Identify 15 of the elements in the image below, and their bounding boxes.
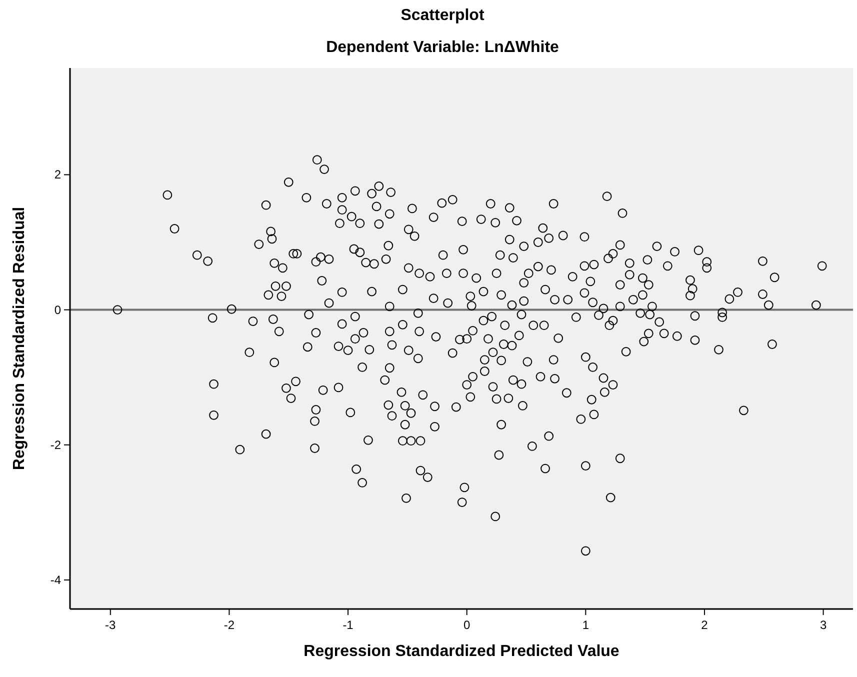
y-tick-label: 0 [54, 302, 62, 317]
x-tick-label: 2 [701, 618, 708, 632]
y-tick-label: 2 [54, 168, 62, 182]
chart-subtitle: Dependent Variable: LnΔWhite [326, 39, 560, 56]
x-tick-label: -2 [224, 618, 235, 632]
x-tick-label: 0 [464, 618, 471, 632]
chart-title: Scatterplot [400, 7, 485, 24]
x-tick-label: 3 [820, 618, 827, 632]
y-tick-label: -2 [50, 438, 62, 452]
y-axis-title: Regression Standardized Residual [11, 206, 28, 470]
x-tick-label: 1 [582, 618, 590, 632]
x-tick-label: -1 [342, 618, 354, 632]
x-axis-title: Regression Standardized Predicted Value [304, 643, 620, 660]
x-tick-label: -3 [105, 618, 116, 632]
y-tick-label: -4 [50, 572, 62, 587]
